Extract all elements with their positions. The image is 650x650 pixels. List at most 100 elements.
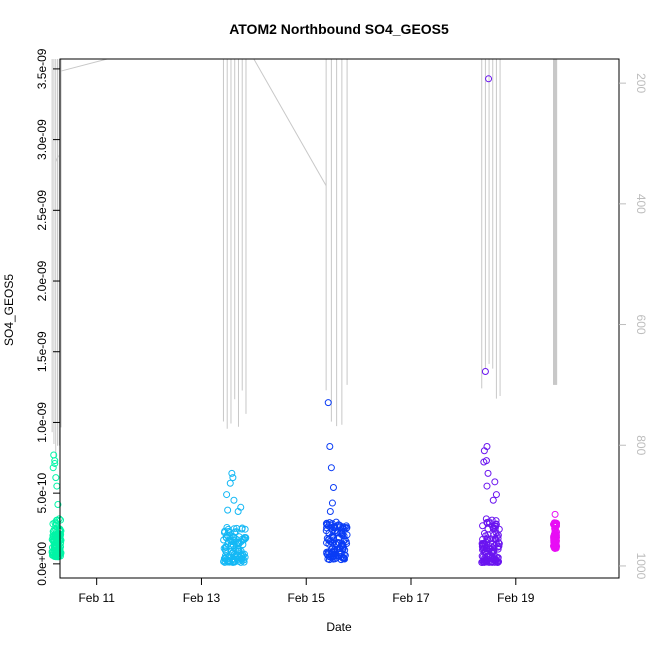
data-point bbox=[492, 529, 500, 537]
data-point bbox=[54, 548, 62, 556]
y-tick-label: 1.5e-09 bbox=[35, 331, 49, 372]
right-tick-label: 800 bbox=[634, 435, 648, 455]
pressure-transit-line bbox=[60, 58, 108, 72]
data-point bbox=[480, 458, 488, 466]
data-point bbox=[240, 558, 248, 566]
data-point bbox=[550, 521, 558, 529]
data-point bbox=[327, 537, 335, 545]
data-point bbox=[326, 508, 334, 516]
pressure-transit-line bbox=[253, 58, 327, 186]
data-point bbox=[493, 558, 501, 566]
data-point bbox=[550, 519, 558, 527]
data-point bbox=[51, 459, 59, 467]
data-point bbox=[328, 499, 336, 507]
x-tick-label: Feb 15 bbox=[288, 591, 326, 605]
data-point bbox=[324, 555, 332, 563]
data-point bbox=[478, 539, 486, 547]
data-point bbox=[230, 496, 238, 504]
data-point bbox=[326, 442, 334, 450]
data-point bbox=[53, 482, 61, 490]
data-point bbox=[239, 541, 247, 549]
data-point bbox=[234, 508, 242, 516]
y-tick-label: 2.5e-09 bbox=[35, 190, 49, 231]
data-point bbox=[480, 556, 488, 564]
data-point bbox=[484, 469, 492, 477]
y-tick-label: 1.0e-09 bbox=[35, 402, 49, 443]
data-point bbox=[228, 469, 236, 477]
y-tick-label: 5.0e-10 bbox=[35, 472, 49, 513]
data-point bbox=[495, 540, 503, 548]
data-point bbox=[492, 491, 500, 499]
x-tick-label: Feb 19 bbox=[497, 591, 535, 605]
right-tick-label: 200 bbox=[634, 73, 648, 93]
data-point bbox=[229, 474, 237, 482]
x-axis-label: Date bbox=[326, 620, 352, 634]
data-point bbox=[224, 506, 232, 514]
data-point bbox=[490, 547, 498, 555]
data-point bbox=[341, 551, 349, 559]
pressure-line-layer bbox=[51, 58, 558, 458]
data-point bbox=[51, 547, 59, 555]
data-point bbox=[552, 530, 560, 538]
data-point bbox=[489, 496, 497, 504]
x-tick-label: Feb 13 bbox=[183, 591, 221, 605]
y-axis: 0.0e+00 5.0e-10 1.0e-09 1.5e-09 2.0e-09 2.5e-… bbox=[35, 48, 60, 586]
data-point bbox=[234, 539, 242, 547]
data-point bbox=[237, 558, 245, 566]
data-point bbox=[227, 537, 235, 545]
data-point bbox=[479, 522, 487, 530]
data-point bbox=[330, 536, 338, 544]
data-point bbox=[483, 482, 491, 490]
data-point bbox=[340, 525, 348, 533]
data-point bbox=[55, 530, 63, 538]
data-point bbox=[51, 519, 59, 527]
data-point bbox=[49, 520, 57, 528]
data-point bbox=[328, 532, 336, 540]
data-point bbox=[550, 544, 558, 552]
data-point bbox=[483, 536, 491, 544]
data-point bbox=[323, 519, 331, 527]
data-point bbox=[54, 500, 62, 508]
data-point bbox=[238, 554, 246, 562]
data-point bbox=[484, 531, 492, 539]
data-point bbox=[223, 491, 231, 499]
data-point bbox=[479, 553, 487, 561]
data-point bbox=[222, 552, 230, 560]
x-axis: Feb 11 Feb 13 Feb 15 Feb 17 Feb 19 bbox=[78, 578, 535, 605]
y-tick-label: 3.5e-09 bbox=[35, 48, 49, 89]
data-point bbox=[51, 531, 59, 539]
data-point bbox=[342, 538, 350, 546]
x-tick-label: Feb 11 bbox=[78, 591, 115, 605]
data-point bbox=[550, 534, 558, 542]
data-point bbox=[327, 464, 335, 472]
data-point bbox=[551, 510, 559, 518]
data-point bbox=[335, 521, 343, 529]
y-tick-label: 2.0e-09 bbox=[35, 260, 49, 301]
y-axis-label: SO4_GEOS5 bbox=[2, 274, 16, 346]
data-point bbox=[330, 548, 338, 556]
data-point bbox=[230, 557, 238, 565]
data-point bbox=[491, 478, 499, 486]
data-point bbox=[331, 523, 339, 531]
data-point bbox=[329, 483, 337, 491]
data-point bbox=[52, 474, 60, 482]
data-point bbox=[482, 515, 490, 523]
data-point bbox=[480, 529, 488, 537]
data-point bbox=[220, 536, 228, 544]
x-tick-label: Feb 17 bbox=[392, 591, 430, 605]
data-point bbox=[337, 542, 345, 550]
data-point bbox=[483, 539, 491, 547]
chart-title: ATOM2 Northbound SO4_GEOS5 bbox=[229, 21, 449, 37]
data-point bbox=[495, 538, 503, 546]
data-point bbox=[483, 519, 491, 527]
right-pressure-axis: 200 400 600 800 1000 bbox=[619, 73, 648, 580]
data-point bbox=[479, 541, 487, 549]
data-point bbox=[241, 525, 249, 533]
pressure-transit-line bbox=[55, 155, 59, 162]
plot-area-frame bbox=[59, 58, 620, 579]
data-point bbox=[342, 524, 350, 532]
right-tick-label: 600 bbox=[634, 315, 648, 335]
data-point bbox=[492, 540, 500, 548]
data-point bbox=[234, 545, 242, 553]
